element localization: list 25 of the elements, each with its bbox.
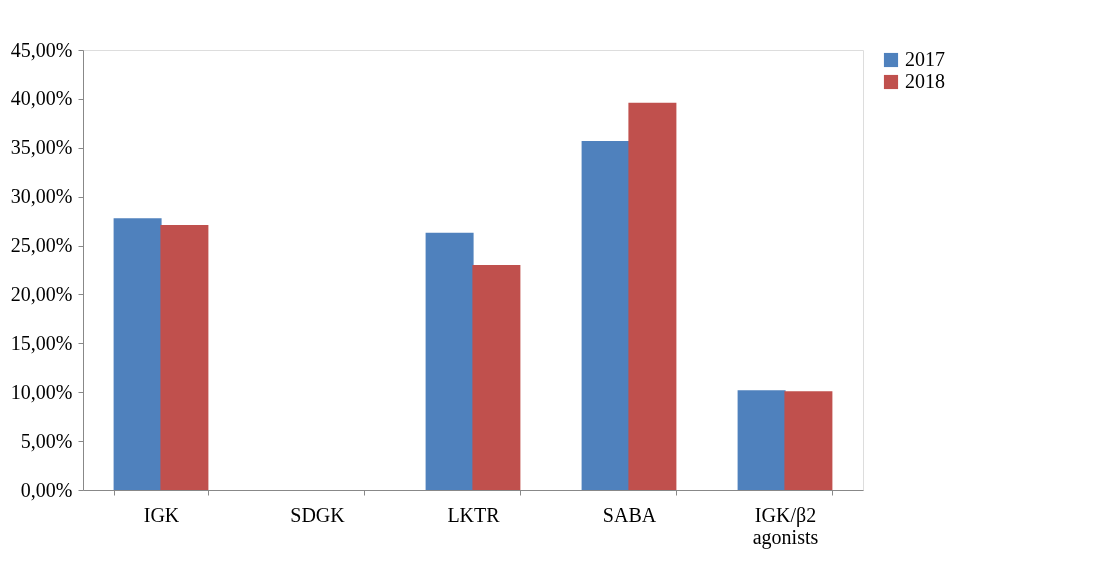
bar [160,225,209,490]
x-tick-label: SDGK [290,503,346,526]
y-tick-label: 35,00% [10,136,73,159]
x-tick-label: IGK [143,503,180,526]
y-tick-label: 45,00% [10,38,73,61]
y-tick-label: 40,00% [10,87,73,110]
y-tick-label: 25,00% [10,234,73,257]
bar [113,218,162,490]
bar [472,265,521,490]
y-tick-label: 5,00% [20,429,73,452]
x-tick-label: IGK/β2 agonists [752,503,819,549]
x-tick-label: SABA [602,503,657,526]
bar [581,140,630,490]
y-tick-label: 0,00% [20,478,73,501]
legend-label: 2018 [905,70,945,92]
bar [737,390,786,490]
bar [784,391,833,490]
y-tick-label: 30,00% [10,185,73,208]
bar [628,102,677,490]
legend-label: 2017 [905,48,945,70]
y-tick-label: 20,00% [10,282,73,305]
x-tick-label: LKTR [447,503,501,526]
bar [425,232,474,490]
y-tick-label: 15,00% [10,331,73,354]
y-tick-label: 10,00% [10,380,73,403]
